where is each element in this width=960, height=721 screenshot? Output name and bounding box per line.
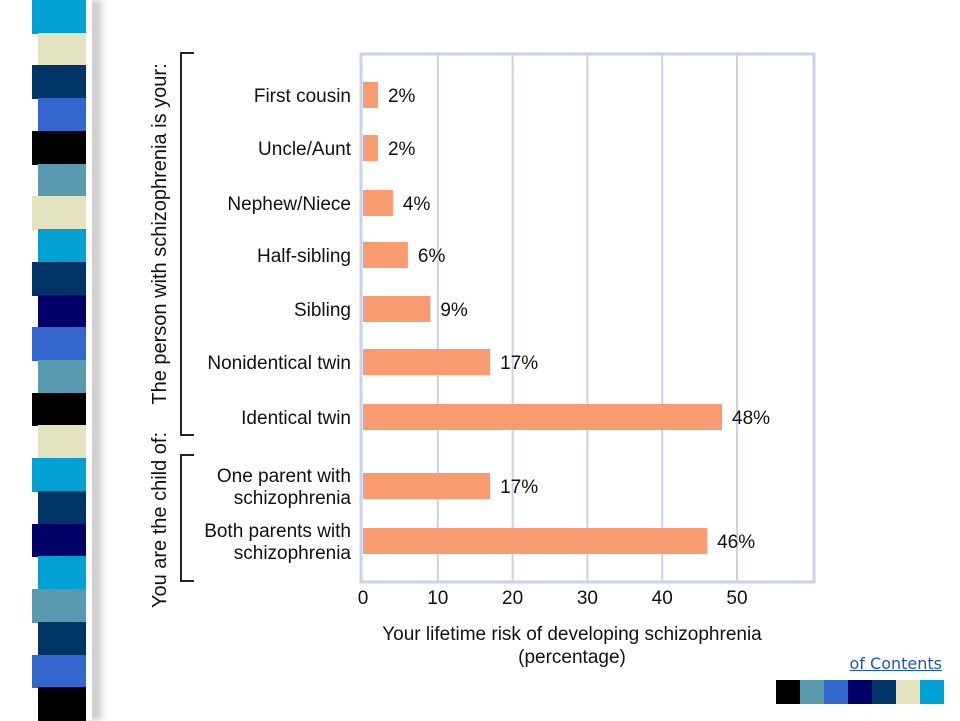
decorative-color-strip [32,0,92,721]
bar-value-label: 48% [732,408,770,429]
bar [363,404,723,430]
strip-block [32,196,86,231]
strip-block [32,458,86,492]
strip-block [32,327,86,361]
color-swatch [872,680,896,704]
category-label: Identical twin [241,408,351,429]
category-label: One parent with [217,466,351,487]
bar [363,82,378,108]
strip-block [32,65,86,100]
color-swatch [896,680,920,704]
strip-block [38,425,86,460]
bar [363,349,491,375]
category-label: Nephew/Niece [227,194,351,215]
x-tick-label: 30 [577,588,598,609]
strip-block [32,523,86,558]
strip-block [38,621,86,656]
strip-block [38,32,86,67]
strip-block [32,0,86,34]
category-label: Both parents with [204,521,351,542]
group-bracket [180,52,194,436]
bar [363,528,708,554]
color-swatch [848,680,872,704]
strip-block [38,687,86,721]
strip-block [32,130,86,165]
category-label: First cousin [254,86,351,107]
category-label: Uncle/Aunt [258,139,352,160]
x-tick-label: 10 [427,588,448,609]
strip-block [38,360,86,394]
bar-value-label: 4% [403,194,431,215]
category-label: Sibling [294,300,351,321]
bar-value-label: 2% [388,86,416,107]
group-bracket [180,454,194,582]
strip-block [32,654,86,689]
bar-value-label: 9% [440,300,468,321]
strip-block [38,163,86,198]
category-label: schizophrenia [234,543,352,564]
color-swatch [920,680,944,704]
bar-value-label: 46% [717,532,755,553]
bar [363,242,408,268]
strip-block [32,589,86,623]
bar-value-label: 6% [418,246,446,267]
color-swatch [824,680,848,704]
category-label: schizophrenia [234,488,352,509]
strip-block [38,229,86,263]
bar-value-label: 17% [500,477,538,498]
bar-value-label: 17% [500,353,538,374]
bar [363,135,378,161]
strip-block [38,294,86,329]
bar [363,296,431,322]
category-label: Nonidentical twin [207,353,351,374]
group-label: The person with schizophrenia is your: [149,63,171,404]
color-swatch-row [776,680,944,704]
x-tick-label: 40 [652,588,673,609]
strip-block [38,490,86,525]
group-label: You are the child of: [149,432,171,608]
color-swatch [776,680,800,704]
category-label: Half-sibling [257,246,351,267]
strip-block [38,98,86,132]
bar [363,473,491,499]
strip-block [32,261,86,296]
x-axis-label: (percentage) [518,647,626,668]
x-tick-label: 20 [502,588,523,609]
strip-block [38,556,86,591]
x-tick-label: 0 [358,588,369,609]
strip-block [32,392,86,427]
bar-value-label: 2% [388,139,416,160]
bar [363,190,393,216]
table-of-contents-link[interactable]: of Contents [849,654,942,673]
color-swatch [800,680,824,704]
x-tick-label: 50 [726,588,747,609]
x-axis-label: Your lifetime risk of developing schizop… [382,624,762,645]
